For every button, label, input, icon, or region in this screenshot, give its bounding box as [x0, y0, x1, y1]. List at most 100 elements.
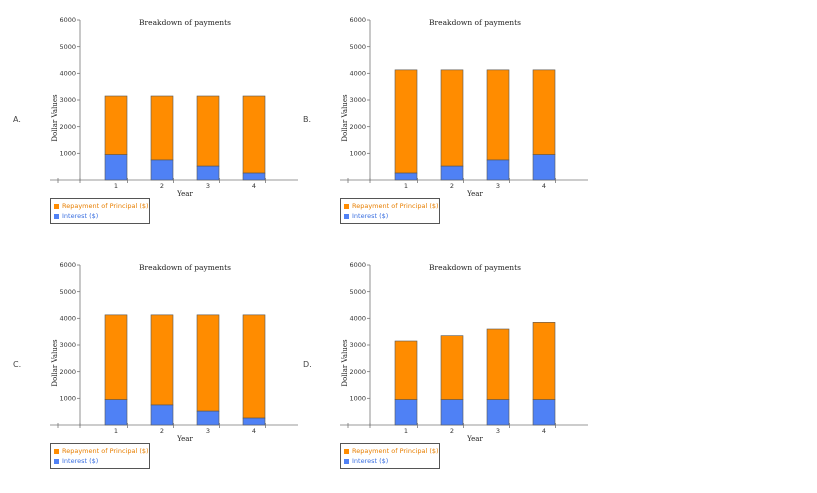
bar-interest — [242, 172, 266, 181]
legend-interest: Interest ($) — [344, 212, 388, 220]
bar-principal — [532, 69, 556, 155]
legend-interest-label: Interest ($) — [352, 212, 389, 220]
legend-interest-swatch — [344, 458, 349, 464]
chart-d-legend: Repayment of Principal ($) Interest ($) — [340, 443, 440, 469]
legend-principal-swatch — [344, 203, 349, 209]
chart-c-legend: Repayment of Principal ($) Interest ($) — [50, 443, 150, 469]
y-tick-label: 4000 — [59, 70, 76, 78]
y-tick-label: 6000 — [59, 261, 76, 269]
bar-interest — [150, 159, 174, 181]
bar-principal — [104, 95, 128, 155]
bar-interest — [486, 159, 510, 181]
bar-principal — [440, 69, 464, 167]
chart-c: Breakdown of payments 1000 2000 3000 4000 500… — [50, 260, 300, 469]
y-tick-label: 1000 — [349, 395, 366, 403]
legend-principal: Repayment of Principal ($) — [54, 202, 149, 210]
legend-interest-swatch — [344, 213, 349, 219]
x-tick-label: 3 — [206, 427, 210, 435]
y-axis-label: Dollar Values — [51, 94, 59, 142]
y-tick-label: 3000 — [59, 341, 76, 349]
legend-interest-label: Interest ($) — [62, 457, 99, 465]
x-tick-label: 3 — [496, 182, 500, 190]
y-tick-label: 2000 — [349, 368, 366, 376]
bar-principal — [104, 314, 128, 400]
y-tick-label: 6000 — [349, 261, 366, 269]
legend-principal: Repayment of Principal ($) — [344, 447, 439, 455]
x-tick-label: 1 — [404, 427, 408, 435]
x-tick-label: 1 — [114, 182, 118, 190]
bar-interest — [150, 404, 174, 426]
y-axis-label: Dollar Values — [341, 339, 349, 387]
y-tick-label: 2000 — [59, 123, 76, 131]
bar-interest — [394, 399, 418, 426]
x-tick-label: 4 — [252, 182, 256, 190]
bar-interest — [394, 172, 418, 181]
x-tick-label: 4 — [542, 182, 546, 190]
y-tick-label: 5000 — [59, 43, 76, 51]
x-tick-label: 4 — [252, 427, 256, 435]
legend-interest: Interest ($) — [54, 457, 98, 465]
x-tick-label: 2 — [450, 427, 454, 435]
bar-interest — [104, 154, 128, 181]
option-label-b: B. — [303, 115, 312, 124]
y-axis-label: Dollar Values — [341, 94, 349, 142]
y-tick-label: 6000 — [59, 16, 76, 24]
legend-interest-label: Interest ($) — [352, 457, 389, 465]
x-tick-label: 2 — [160, 182, 164, 190]
chart-b-legend: Repayment of Principal ($) Interest ($) — [340, 198, 440, 224]
x-tick-label: 2 — [450, 182, 454, 190]
legend-principal-label: Repayment of Principal ($) — [62, 202, 149, 210]
bar-interest — [532, 154, 556, 181]
y-tick-label: 1000 — [59, 395, 76, 403]
bar-interest — [196, 410, 220, 426]
chart-d-svg: Breakdown of payments 1000 2000 3000 4000 500… — [340, 261, 588, 443]
chart-title: Breakdown of payments — [139, 263, 231, 272]
y-tick-label: 3000 — [59, 96, 76, 104]
x-axis-label: Year — [466, 190, 483, 198]
y-tick-label: 1000 — [59, 150, 76, 158]
y-tick-label: 5000 — [349, 288, 366, 296]
chart-d: Breakdown of payments 1000 2000 3000 4000 500… — [340, 260, 590, 469]
legend-principal: Repayment of Principal ($) — [54, 447, 149, 455]
bar-principal — [440, 335, 464, 400]
y-tick-label: 5000 — [349, 43, 366, 51]
bar-principal — [242, 95, 266, 174]
chart-title: Breakdown of payments — [429, 18, 521, 27]
bar-principal — [394, 340, 418, 400]
y-tick-label: 4000 — [349, 70, 366, 78]
x-axis-label: Year — [466, 435, 483, 443]
bar-principal — [150, 95, 174, 161]
bar-principal — [486, 328, 510, 400]
bar-interest — [486, 399, 510, 426]
x-tick-label: 1 — [114, 427, 118, 435]
legend-interest: Interest ($) — [54, 212, 98, 220]
legend-principal-swatch — [54, 203, 59, 209]
chart-a-legend: Repayment of Principal ($) Interest ($) — [50, 198, 150, 224]
x-axis-label: Year — [176, 435, 193, 443]
y-tick-label: 2000 — [349, 123, 366, 131]
y-tick-label: 6000 — [349, 16, 366, 24]
bar-interest — [532, 399, 556, 426]
x-axis-label: Year — [176, 190, 193, 198]
chart-b-svg: Breakdown of payments 1000 2000 3000 4000 500… — [340, 16, 588, 198]
bar-interest — [196, 165, 220, 181]
bar-interest — [440, 165, 464, 181]
legend-interest-swatch — [54, 458, 59, 464]
legend-principal: Repayment of Principal ($) — [344, 202, 439, 210]
option-label-d: D. — [303, 360, 312, 369]
legend-interest: Interest ($) — [344, 457, 388, 465]
bar-interest — [440, 399, 464, 426]
x-tick-label: 4 — [542, 427, 546, 435]
legend-interest-swatch — [54, 213, 59, 219]
x-tick-label: 1 — [404, 182, 408, 190]
y-tick-label: 1000 — [349, 150, 366, 158]
legend-principal-label: Repayment of Principal ($) — [352, 202, 439, 210]
bar-principal — [486, 69, 510, 161]
y-tick-label: 3000 — [349, 341, 366, 349]
y-tick-label: 3000 — [349, 96, 366, 104]
chart-a: Breakdown of payments 1000 2000 3000 4000 500… — [50, 15, 300, 224]
legend-principal-swatch — [344, 448, 349, 454]
bar-principal — [242, 314, 266, 419]
legend-interest-label: Interest ($) — [62, 212, 99, 220]
chart-title: Breakdown of payments — [139, 18, 231, 27]
